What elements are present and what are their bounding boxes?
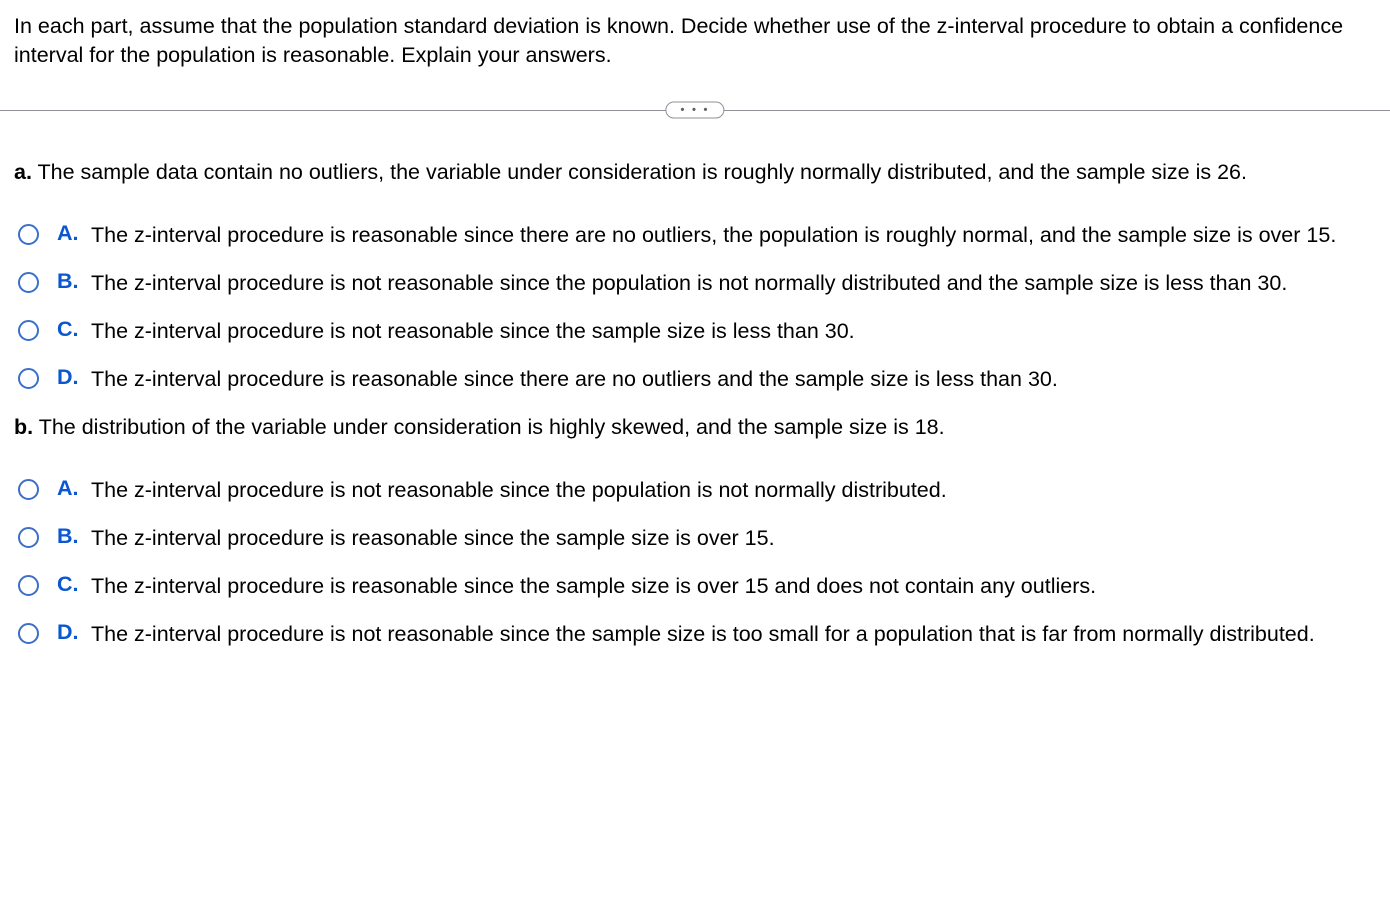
option-text: The z-interval procedure is reasonable s… xyxy=(91,572,1376,601)
part-b-option-c[interactable]: C. The z-interval procedure is reasonabl… xyxy=(14,572,1376,601)
option-letter: D. xyxy=(57,365,85,390)
option-letter: B. xyxy=(57,524,85,549)
part-b-options: A. The z-interval procedure is not reaso… xyxy=(14,476,1376,649)
option-letter: B. xyxy=(57,269,85,294)
part-b-option-b[interactable]: B. The z-interval procedure is reasonabl… xyxy=(14,524,1376,553)
part-b-option-a[interactable]: A. The z-interval procedure is not reaso… xyxy=(14,476,1376,505)
part-b-label: b. xyxy=(14,415,33,439)
question-page: In each part, assume that the population… xyxy=(0,0,1390,692)
part-a-option-a[interactable]: A. The z-interval procedure is reasonabl… xyxy=(14,221,1376,250)
option-text: The z-interval procedure is not reasonab… xyxy=(91,269,1376,298)
part-b-option-d[interactable]: D. The z-interval procedure is not reaso… xyxy=(14,620,1376,649)
part-a-options: A. The z-interval procedure is reasonabl… xyxy=(14,221,1376,394)
option-letter: C. xyxy=(57,317,85,342)
option-letter: A. xyxy=(57,476,85,501)
part-b-text: The distribution of the variable under c… xyxy=(39,415,945,439)
part-a-label: a. xyxy=(14,160,32,184)
radio-icon[interactable] xyxy=(18,623,39,644)
expand-button[interactable]: • • • xyxy=(665,102,724,119)
option-text: The z-interval procedure is reasonable s… xyxy=(91,365,1376,394)
part-a-text: The sample data contain no outliers, the… xyxy=(38,160,1247,184)
part-a-option-d[interactable]: D. The z-interval procedure is reasonabl… xyxy=(14,365,1376,394)
option-text: The z-interval procedure is reasonable s… xyxy=(91,221,1376,250)
option-letter: A. xyxy=(57,221,85,246)
radio-icon[interactable] xyxy=(18,272,39,293)
radio-icon[interactable] xyxy=(18,368,39,389)
option-text: The z-interval procedure is not reasonab… xyxy=(91,317,1376,346)
radio-icon[interactable] xyxy=(18,224,39,245)
option-text: The z-interval procedure is not reasonab… xyxy=(91,476,1376,505)
option-letter: D. xyxy=(57,620,85,645)
divider: • • • xyxy=(0,98,1390,122)
radio-icon[interactable] xyxy=(18,320,39,341)
option-text: The z-interval procedure is not reasonab… xyxy=(91,620,1376,649)
part-a-option-c[interactable]: C. The z-interval procedure is not reaso… xyxy=(14,317,1376,346)
radio-icon[interactable] xyxy=(18,479,39,500)
radio-icon[interactable] xyxy=(18,575,39,596)
question-prompt: In each part, assume that the population… xyxy=(14,12,1376,70)
radio-icon[interactable] xyxy=(18,527,39,548)
part-b-prompt: b. The distribution of the variable unde… xyxy=(14,413,1376,442)
option-letter: C. xyxy=(57,572,85,597)
part-a-prompt: a. The sample data contain no outliers, … xyxy=(14,158,1376,187)
part-a-option-b[interactable]: B. The z-interval procedure is not reaso… xyxy=(14,269,1376,298)
option-text: The z-interval procedure is reasonable s… xyxy=(91,524,1376,553)
